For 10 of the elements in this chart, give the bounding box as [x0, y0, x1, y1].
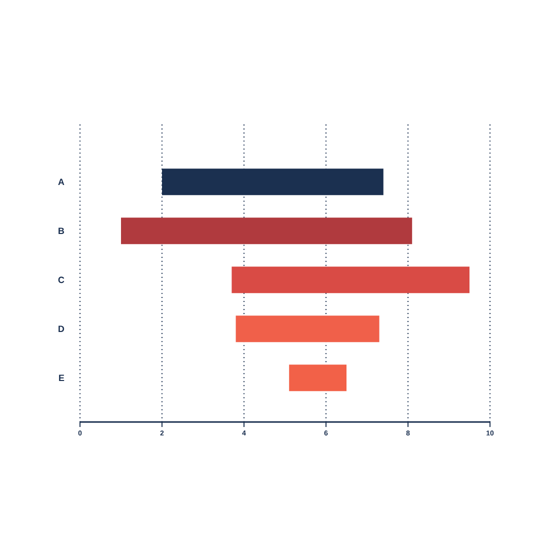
y-tick-label: D — [58, 326, 64, 332]
y-tick-label: E — [59, 374, 64, 381]
bar — [289, 364, 346, 392]
y-tick-label: C — [58, 276, 64, 284]
y-tick-label: B — [58, 228, 64, 234]
bar — [121, 218, 412, 244]
bar — [232, 266, 470, 294]
bar — [162, 168, 384, 196]
y-tick-label: A — [58, 178, 64, 185]
bar — [236, 316, 380, 342]
